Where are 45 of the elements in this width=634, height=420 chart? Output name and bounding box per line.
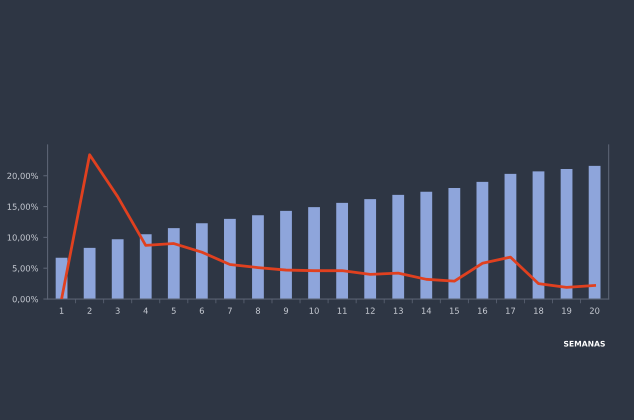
bar (560, 168, 572, 300)
x-tick-label: 12 (366, 308, 375, 314)
y-tick-label: 0,00% (12, 296, 38, 304)
bar (364, 199, 376, 300)
x-tick-label: 11 (338, 308, 347, 314)
bar (196, 223, 208, 300)
x-tick-label: 20 (590, 308, 600, 314)
x-tick-label: 6 (200, 308, 204, 314)
bar (588, 166, 601, 300)
x-tick-label: 8 (256, 308, 260, 314)
bar (168, 228, 180, 300)
y-tick-label: 15,00% (8, 204, 38, 211)
x-tick-label: 2 (88, 308, 92, 314)
x-tick-label: 13 (394, 308, 403, 314)
x-tick-label: 14 (422, 308, 432, 314)
bar (504, 174, 516, 300)
bar (308, 207, 320, 300)
y-tick-label: 20,00% (7, 172, 38, 180)
line-series (60, 153, 596, 300)
y-tick-label: 10,00% (8, 234, 38, 242)
bar (336, 202, 348, 300)
x-tick-label: 19 (562, 308, 572, 314)
bar (140, 234, 152, 300)
x-tick-label: 7 (228, 308, 232, 314)
bar (532, 171, 544, 300)
bar (84, 248, 96, 300)
bar (476, 182, 488, 300)
x-tick-label: 3 (116, 308, 120, 314)
x-tick-label: 16 (478, 308, 488, 314)
x-tick-label: 9 (284, 308, 288, 314)
bar (448, 188, 460, 300)
bar (392, 194, 404, 300)
bar (224, 218, 236, 300)
x-tick-label: 15 (450, 308, 459, 314)
bar (420, 192, 432, 300)
x-tick-label: 5 (172, 308, 176, 314)
x-tick-label: 17 (506, 308, 516, 314)
x-tick-label: 4 (143, 308, 148, 314)
y-tick-label: 5,00% (12, 265, 38, 272)
x-tick-label: 10 (310, 308, 319, 314)
x-tick-label: 1 (60, 308, 64, 314)
x-tick-label: 18 (534, 308, 544, 314)
bar (112, 239, 124, 300)
bar (252, 215, 264, 300)
bar (280, 210, 292, 300)
